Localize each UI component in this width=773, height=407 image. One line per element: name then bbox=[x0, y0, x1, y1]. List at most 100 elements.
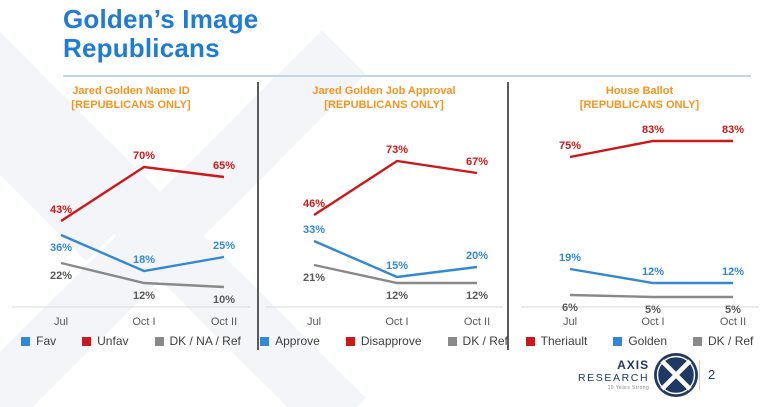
legend-item: Golden bbox=[613, 334, 667, 348]
data-label: 36% bbox=[50, 242, 72, 254]
panel-divider bbox=[257, 82, 259, 350]
data-label: 33% bbox=[303, 224, 325, 236]
data-label: 10% bbox=[213, 294, 235, 306]
legend-label: DK / NA / Ref bbox=[169, 334, 241, 348]
data-label: 83% bbox=[721, 124, 743, 136]
x-tick-label: Jul bbox=[562, 316, 576, 328]
disapprove-line bbox=[313, 159, 478, 217]
chart-title: Jared Golden Name ID [REPUBLICANS ONLY] bbox=[6, 84, 256, 112]
x-tick-label: Oct II bbox=[719, 316, 745, 328]
unfav-line bbox=[60, 165, 225, 223]
data-label: 21% bbox=[303, 272, 325, 284]
x-tick-label: Oct I bbox=[132, 316, 155, 328]
page-title-line1: Golden’s Image bbox=[63, 4, 259, 34]
legend-label: Golden bbox=[628, 334, 668, 348]
x-tick-label: Oct I bbox=[385, 316, 408, 328]
data-label: 5% bbox=[725, 304, 741, 316]
legend-item: Disapprove bbox=[345, 334, 422, 348]
legend-item: DK / Ref bbox=[447, 334, 508, 348]
legend-swatch-icon bbox=[345, 336, 355, 346]
legend-label: Approve bbox=[275, 334, 320, 348]
data-label: 12% bbox=[466, 290, 488, 302]
chart-panel-name-id: Jared Golden Name ID [REPUBLICANS ONLY] … bbox=[6, 82, 256, 352]
panel-divider bbox=[507, 82, 509, 350]
legend-swatch-icon bbox=[693, 336, 703, 346]
axis-logo-icon bbox=[654, 353, 699, 397]
legend-swatch-icon bbox=[525, 336, 535, 346]
data-label: 15% bbox=[386, 260, 408, 272]
data-label: 22% bbox=[50, 270, 72, 282]
page-number-divider bbox=[699, 360, 700, 390]
page-number: 2 bbox=[708, 367, 716, 382]
x-tick-label: Oct II bbox=[464, 316, 490, 328]
logo-name-line1: AXIS bbox=[617, 357, 650, 372]
chart-title-line1: House Ballot bbox=[605, 85, 674, 97]
theriault-line bbox=[569, 139, 733, 159]
data-label: 12% bbox=[721, 266, 743, 278]
data-label: 12% bbox=[133, 290, 155, 302]
data-label: 43% bbox=[50, 204, 72, 216]
legend-swatch-icon bbox=[613, 336, 623, 346]
golden-line bbox=[569, 267, 733, 285]
legend-label: Fav bbox=[36, 334, 57, 348]
line-chart-job-approval: Jul Oct I Oct II 33% 15% 20% 46% 73% 67% 21% 12% 12… bbox=[265, 144, 503, 328]
chart-title: Jared Golden Job Approval [REPUBLICANS O… bbox=[262, 84, 506, 112]
data-label: 73% bbox=[386, 144, 408, 156]
chart-title-line1: Jared Golden Name ID bbox=[72, 85, 190, 97]
dk-ref-line bbox=[313, 263, 477, 285]
legend-item: Fav bbox=[21, 334, 56, 348]
legend-item: DK / Ref bbox=[693, 334, 753, 348]
fav-line bbox=[60, 233, 225, 273]
data-label: 70% bbox=[133, 150, 155, 162]
legend-swatch-icon bbox=[154, 336, 164, 346]
chart-legend: Fav Unfav DK / NA / Ref bbox=[6, 334, 256, 348]
x-tick-label: Oct II bbox=[211, 316, 237, 328]
data-label: 6% bbox=[562, 302, 578, 314]
legend-item: Approve bbox=[260, 334, 320, 348]
data-label: 12% bbox=[386, 290, 408, 302]
legend-label: Theriault bbox=[540, 334, 588, 348]
data-label: 65% bbox=[213, 160, 235, 172]
chart-title-line2: [REPUBLICANS ONLY] bbox=[324, 99, 444, 111]
page-title-line2: Republicans bbox=[63, 33, 220, 63]
data-label: 25% bbox=[213, 240, 235, 252]
data-label: 67% bbox=[466, 156, 488, 168]
legend-item: DK / NA / Ref bbox=[154, 334, 241, 348]
logo-name-line2: RESEARCH bbox=[578, 371, 650, 384]
chart-title-line2: [REPUBLICANS ONLY] bbox=[71, 99, 191, 111]
data-label: 19% bbox=[558, 252, 580, 264]
logo-tagline: 10 Years Strong bbox=[607, 385, 650, 392]
data-label: 46% bbox=[303, 198, 325, 210]
legend-swatch-icon bbox=[82, 336, 92, 346]
data-label: 18% bbox=[133, 254, 155, 266]
line-chart-name-id: Jul Oct I Oct II 36% 18% 25% 43% 70% 65% 22% 12% 10… bbox=[12, 150, 250, 328]
axis-research-logo: AXIS RESEARCH 10 Years Strong bbox=[578, 352, 699, 398]
data-label: 20% bbox=[466, 250, 488, 262]
data-label: 75% bbox=[558, 140, 580, 152]
chart-title-line1: Jared Golden Job Approval bbox=[312, 85, 456, 97]
chart-panel-house-ballot: House Ballot [REPUBLICANS ONLY] Jul Oct I… bbox=[512, 82, 767, 352]
x-tick-label: Jul bbox=[307, 316, 321, 328]
x-tick-label: Oct I bbox=[641, 316, 664, 328]
title-underline bbox=[63, 75, 751, 77]
legend-label: DK / Ref bbox=[708, 334, 754, 348]
dk-na-ref-line bbox=[60, 261, 225, 289]
axis-research-logo-text: AXIS RESEARCH 10 Years Strong bbox=[578, 359, 649, 392]
x-tick-label: Jul bbox=[54, 316, 68, 328]
chart-title-line2: [REPUBLICANS ONLY] bbox=[579, 99, 700, 111]
legend-item: Unfav bbox=[82, 334, 129, 348]
chart-title: House Ballot [REPUBLICANS ONLY] bbox=[512, 84, 767, 112]
legend-swatch-icon bbox=[447, 336, 457, 346]
data-label: 83% bbox=[641, 124, 663, 136]
dk-ref-line bbox=[569, 293, 733, 299]
legend-label: Unfav bbox=[97, 334, 129, 348]
chart-legend: Approve Disapprove DK / Ref bbox=[260, 334, 508, 348]
legend-swatch-icon bbox=[21, 336, 31, 346]
line-chart-house-ballot: Jul Oct I Oct II 75% 83% 83% 19% 12% 12% 6% 5% 5% bbox=[520, 124, 759, 328]
page-title: Golden’s Image Republicans bbox=[63, 5, 258, 63]
chart-panel-job-approval: Jared Golden Job Approval [REPUBLICANS O… bbox=[260, 82, 508, 352]
data-label: 5% bbox=[645, 304, 661, 316]
legend-item: Theriault bbox=[525, 334, 588, 348]
approve-line bbox=[313, 239, 478, 279]
